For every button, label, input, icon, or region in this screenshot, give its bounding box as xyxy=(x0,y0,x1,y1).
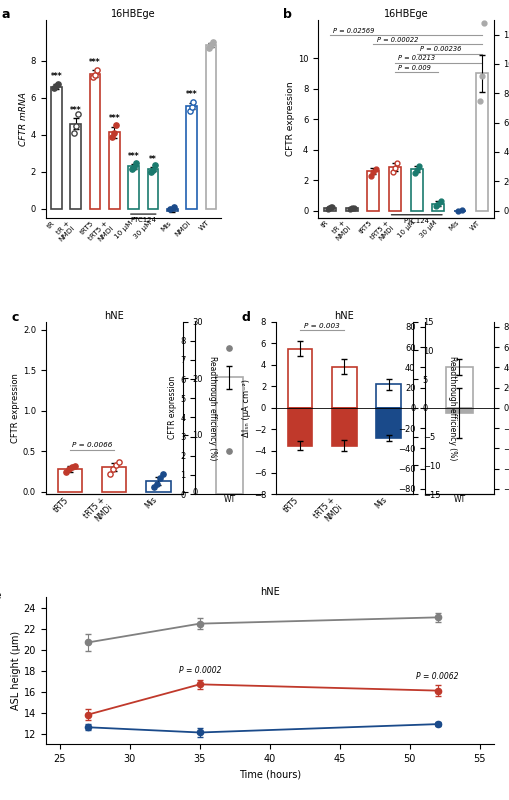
Bar xyxy=(206,45,216,209)
Title: 16HBEge: 16HBEge xyxy=(111,10,156,19)
Bar xyxy=(288,408,313,446)
Text: e: e xyxy=(0,589,1,602)
Bar xyxy=(102,467,126,492)
Bar xyxy=(216,378,243,494)
Text: b: b xyxy=(283,8,292,21)
Y-axis label: Readthrough efficiency (%): Readthrough efficiency (%) xyxy=(208,356,217,460)
Bar xyxy=(433,204,444,210)
Bar xyxy=(324,208,336,210)
Title: 16HBEge: 16HBEge xyxy=(384,10,428,19)
Text: ***: *** xyxy=(108,114,120,123)
Text: PTC124: PTC124 xyxy=(130,218,156,223)
Text: d: d xyxy=(242,311,250,324)
Bar xyxy=(148,169,158,209)
Bar xyxy=(389,167,401,210)
Title: hNE: hNE xyxy=(260,586,279,597)
Bar xyxy=(109,132,120,209)
Text: ***: *** xyxy=(186,90,197,99)
Bar xyxy=(476,74,488,210)
Y-axis label: CFTR expression: CFTR expression xyxy=(168,376,177,439)
Text: ***: *** xyxy=(70,106,81,115)
Bar xyxy=(332,367,357,408)
Y-axis label: CFTR mRNA: CFTR mRNA xyxy=(19,92,28,146)
Bar xyxy=(346,208,358,210)
Text: P = 0.0062: P = 0.0062 xyxy=(416,672,459,682)
X-axis label: Time (hours): Time (hours) xyxy=(239,770,301,779)
Bar xyxy=(332,408,357,446)
Text: P = 0.009: P = 0.009 xyxy=(399,65,431,70)
Text: P = 0.00236: P = 0.00236 xyxy=(420,46,461,52)
Title: hNE: hNE xyxy=(334,311,354,321)
Bar xyxy=(90,74,100,209)
Text: P = 0.00022: P = 0.00022 xyxy=(377,37,418,43)
Text: ***: *** xyxy=(128,152,139,161)
Bar xyxy=(367,171,379,210)
Bar xyxy=(167,209,178,211)
Y-axis label: ΔIₛₙ (μA cm⁻²): ΔIₛₙ (μA cm⁻²) xyxy=(242,379,251,437)
Bar xyxy=(377,408,401,438)
Y-axis label: CFTR expression: CFTR expression xyxy=(286,82,295,157)
Y-axis label: Readthrough efficiency (%): Readthrough efficiency (%) xyxy=(448,356,457,460)
Text: c: c xyxy=(12,311,19,324)
Bar xyxy=(51,86,62,209)
Bar xyxy=(70,124,81,209)
Text: ***: *** xyxy=(50,72,62,81)
Text: ***: *** xyxy=(89,58,101,66)
Bar xyxy=(146,481,171,492)
Text: P = 0.0066: P = 0.0066 xyxy=(72,442,112,448)
Bar xyxy=(377,384,401,408)
Bar xyxy=(128,166,139,209)
Bar xyxy=(446,408,473,413)
Text: P = 0.0002: P = 0.0002 xyxy=(179,666,221,675)
Text: P = 0.0213: P = 0.0213 xyxy=(399,55,435,62)
Bar xyxy=(446,367,473,408)
Bar xyxy=(58,469,82,492)
Y-axis label: CFTR expression: CFTR expression xyxy=(11,373,20,442)
Text: PTC124: PTC124 xyxy=(404,218,430,224)
Text: P = 0.02569: P = 0.02569 xyxy=(333,28,375,34)
Text: a: a xyxy=(2,8,10,21)
Y-axis label: ASL height (μm): ASL height (μm) xyxy=(11,631,21,710)
Bar xyxy=(288,349,313,408)
Text: P = 0.003: P = 0.003 xyxy=(304,323,340,330)
Bar xyxy=(186,106,197,209)
Text: **: ** xyxy=(149,155,157,164)
Title: hNE: hNE xyxy=(104,311,124,321)
Bar xyxy=(411,170,422,210)
